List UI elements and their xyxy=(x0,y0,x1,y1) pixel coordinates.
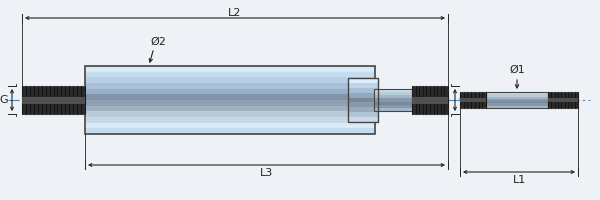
Text: L2: L2 xyxy=(229,8,242,18)
Bar xyxy=(374,102,412,105)
Bar xyxy=(348,78,378,122)
Bar xyxy=(486,103,548,106)
Bar xyxy=(374,92,412,95)
Bar xyxy=(548,92,578,108)
Bar xyxy=(548,98,578,102)
Bar xyxy=(22,86,85,114)
Bar xyxy=(85,128,375,134)
Bar xyxy=(486,99,548,101)
Bar xyxy=(348,88,378,93)
Bar xyxy=(85,123,375,128)
Bar xyxy=(412,86,448,114)
Bar xyxy=(85,66,375,72)
Text: G: G xyxy=(0,95,8,105)
Bar xyxy=(374,89,412,111)
Bar xyxy=(85,94,375,100)
Bar xyxy=(486,92,548,94)
Bar xyxy=(85,117,375,123)
Bar xyxy=(486,101,548,103)
Bar xyxy=(22,97,85,104)
Bar xyxy=(460,98,486,102)
Bar xyxy=(374,98,412,102)
Bar xyxy=(85,66,375,134)
Bar xyxy=(348,83,378,88)
Bar xyxy=(486,97,548,99)
Text: L1: L1 xyxy=(512,175,526,185)
Bar xyxy=(348,107,378,112)
Bar xyxy=(85,100,375,106)
Bar xyxy=(460,92,486,108)
Bar xyxy=(85,111,375,117)
Bar xyxy=(374,89,412,92)
Bar xyxy=(85,72,375,77)
Bar xyxy=(348,112,378,117)
Bar xyxy=(374,105,412,108)
Bar xyxy=(486,106,548,108)
Bar xyxy=(374,108,412,111)
Bar xyxy=(85,83,375,89)
Bar xyxy=(85,77,375,83)
Bar xyxy=(348,98,378,102)
Text: Ø1: Ø1 xyxy=(509,65,525,75)
Bar xyxy=(348,78,378,83)
Bar xyxy=(412,97,448,104)
Text: G: G xyxy=(458,95,467,105)
Bar xyxy=(486,94,548,97)
Bar xyxy=(348,117,378,122)
Text: L3: L3 xyxy=(260,168,273,178)
Bar xyxy=(348,93,378,98)
Bar xyxy=(348,102,378,107)
Bar xyxy=(85,89,375,94)
Bar xyxy=(374,95,412,98)
Text: Ø2: Ø2 xyxy=(151,37,167,47)
Bar xyxy=(486,92,548,108)
Bar xyxy=(85,106,375,111)
